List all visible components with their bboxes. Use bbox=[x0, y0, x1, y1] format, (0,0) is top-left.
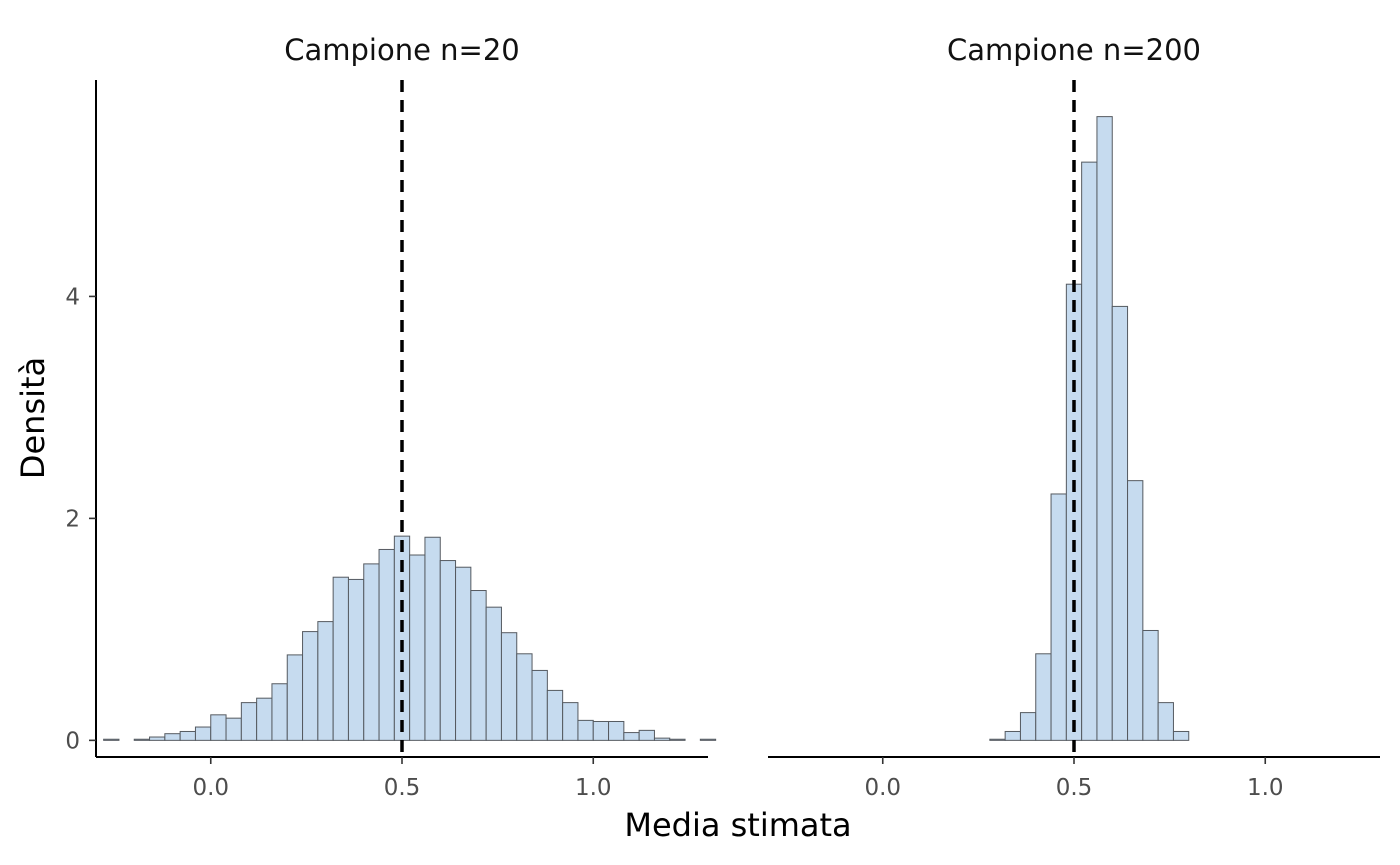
y-tick-label: 0 bbox=[65, 728, 80, 754]
histogram-bar bbox=[103, 738, 120, 741]
histogram-bar bbox=[699, 738, 717, 741]
histogram-bar bbox=[989, 738, 1006, 741]
histogram-bar bbox=[194, 726, 212, 741]
histogram-bar bbox=[1004, 730, 1021, 741]
y-axis-title: Densità bbox=[14, 357, 52, 479]
histogram-bar bbox=[347, 578, 365, 741]
histogram-bar bbox=[286, 654, 304, 741]
histogram-bar bbox=[1111, 305, 1129, 741]
histogram-bar bbox=[562, 702, 579, 741]
x-tick-label: 1.0 bbox=[575, 775, 612, 801]
histogram-bar bbox=[1050, 493, 1067, 741]
histogram-bar bbox=[149, 736, 166, 741]
x-tick-label: 0.0 bbox=[864, 775, 901, 801]
histogram-bar bbox=[500, 632, 518, 741]
panel-title-n20: Campione n=20 bbox=[284, 33, 520, 67]
histogram-bar bbox=[424, 536, 441, 741]
histogram-bar bbox=[240, 702, 258, 741]
panel-title-n200: Campione n=200 bbox=[947, 33, 1201, 67]
y-tick-label: 2 bbox=[65, 506, 80, 532]
histogram-bar bbox=[1127, 480, 1144, 741]
histogram-bar bbox=[653, 737, 671, 741]
histogram-bar bbox=[592, 720, 610, 741]
histogram-bar bbox=[210, 714, 227, 741]
x-axis-title: Media stimata bbox=[624, 806, 851, 844]
histogram-bar bbox=[133, 738, 151, 741]
histogram-bar bbox=[179, 730, 196, 741]
histogram-bar bbox=[1096, 116, 1113, 741]
histogram-bar bbox=[1035, 653, 1052, 741]
x-ticks-n200: 0.0 0.5 1.0 bbox=[864, 757, 1284, 801]
x-tick-label: 0.5 bbox=[384, 775, 421, 801]
histogram-bar bbox=[317, 621, 334, 741]
x-ticks-n20: 0.0 0.5 1.0 bbox=[192, 757, 612, 801]
histogram-bar bbox=[608, 720, 625, 741]
histogram-bar bbox=[302, 631, 319, 741]
histogram-bar bbox=[164, 733, 181, 741]
histogram-bar bbox=[256, 697, 273, 741]
histogram-bar bbox=[623, 732, 640, 741]
histogram-bar bbox=[531, 669, 548, 741]
histogram-bar bbox=[409, 554, 426, 741]
histogram-bar bbox=[1019, 712, 1037, 741]
histogram-bar bbox=[439, 560, 457, 741]
histogram-bar bbox=[485, 606, 502, 741]
histogram-bar bbox=[577, 719, 594, 741]
bars-n20 bbox=[103, 535, 717, 741]
y-ticks: 0 2 4 bbox=[65, 284, 96, 754]
x-tick-label: 0.5 bbox=[1056, 775, 1093, 801]
histogram-bar bbox=[470, 590, 487, 741]
y-tick-label: 4 bbox=[65, 284, 80, 310]
panel-n20: Campione n=20 0.0 0.5 1.0 0 2 4 bbox=[65, 33, 717, 801]
histogram-bar bbox=[516, 653, 533, 741]
histogram-bar bbox=[1081, 161, 1098, 741]
histogram-bar bbox=[638, 729, 655, 741]
histogram-bar bbox=[332, 576, 349, 741]
x-tick-label: 1.0 bbox=[1247, 775, 1284, 801]
histogram-bar bbox=[546, 689, 564, 741]
histogram-bar bbox=[378, 548, 395, 741]
panel-n200: Campione n=200 0.0 0.5 1.0 bbox=[768, 33, 1380, 801]
histogram-bar bbox=[363, 563, 380, 741]
histogram-bar bbox=[1142, 629, 1159, 741]
histogram-bar bbox=[271, 683, 288, 741]
histogram-bar bbox=[1172, 730, 1190, 741]
histogram-bar bbox=[455, 566, 472, 741]
bars-n200 bbox=[989, 116, 1190, 741]
histogram-bar bbox=[669, 738, 686, 741]
x-tick-label: 0.0 bbox=[192, 775, 229, 801]
histogram-bar bbox=[1157, 702, 1174, 741]
histogram-bar bbox=[225, 717, 242, 741]
